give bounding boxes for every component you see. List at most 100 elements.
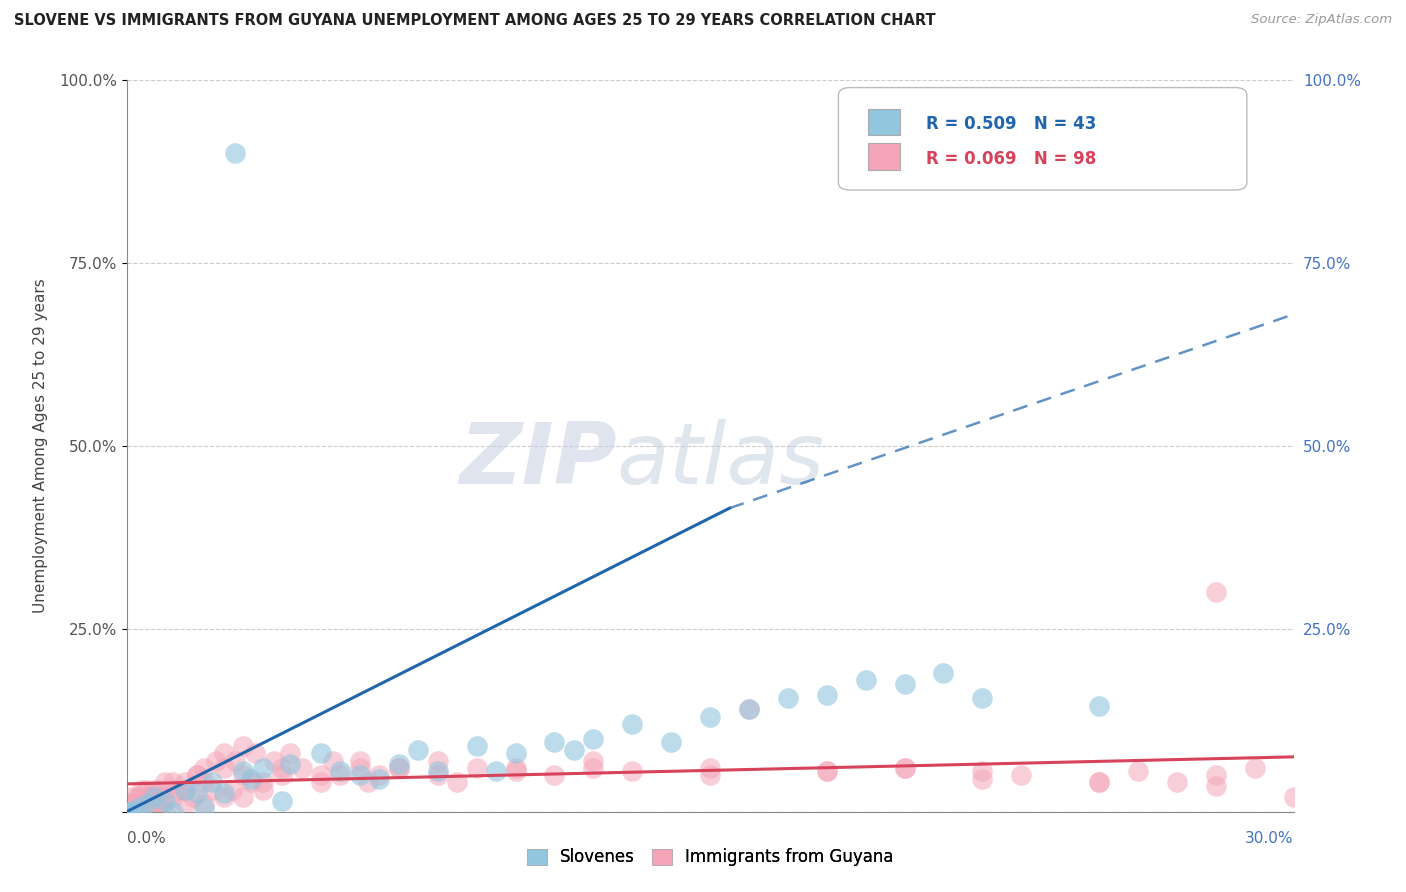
Point	[232, 790, 254, 805]
Point	[135, 805, 157, 819]
Point	[271, 794, 294, 808]
Point	[252, 761, 274, 775]
Point	[357, 775, 380, 789]
Point	[388, 757, 411, 772]
Point	[349, 768, 371, 782]
Point	[408, 742, 430, 756]
Point	[505, 761, 527, 775]
Point	[181, 790, 204, 805]
Point	[309, 775, 332, 789]
Point	[146, 790, 169, 805]
Point	[505, 764, 527, 779]
Point	[155, 794, 177, 808]
Point	[699, 768, 721, 782]
Text: 30.0%: 30.0%	[1246, 831, 1294, 846]
Text: SLOVENE VS IMMIGRANTS FROM GUYANA UNEMPLOYMENT AMONG AGES 25 TO 29 YEARS CORRELA: SLOVENE VS IMMIGRANTS FROM GUYANA UNEMPL…	[14, 13, 935, 29]
Point	[212, 761, 235, 775]
Point	[972, 764, 994, 779]
Point	[124, 805, 146, 819]
Point	[162, 805, 184, 819]
Y-axis label: Unemployment Among Ages 25 to 29 years: Unemployment Among Ages 25 to 29 years	[32, 278, 48, 614]
Point	[252, 782, 274, 797]
Point	[224, 754, 246, 768]
Point	[120, 790, 142, 805]
Point	[186, 787, 208, 801]
Point	[329, 768, 352, 782]
Point	[155, 775, 177, 789]
Point	[893, 761, 915, 775]
Point	[1088, 775, 1111, 789]
Point	[1282, 790, 1305, 805]
Point	[309, 768, 332, 782]
Point	[131, 797, 153, 812]
Point	[115, 805, 138, 819]
Point	[485, 764, 508, 779]
Point	[162, 790, 184, 805]
Text: Source: ZipAtlas.com: Source: ZipAtlas.com	[1251, 13, 1392, 27]
Point	[582, 731, 605, 746]
Point	[120, 805, 142, 819]
Point	[621, 764, 644, 779]
Point	[271, 761, 294, 775]
Point	[932, 665, 955, 680]
Point	[252, 775, 274, 789]
Point	[1088, 775, 1111, 789]
Legend: Slovenes, Immigrants from Guyana: Slovenes, Immigrants from Guyana	[520, 841, 900, 873]
Point	[349, 754, 371, 768]
Point	[1205, 585, 1227, 599]
Point	[193, 761, 215, 775]
Point	[139, 797, 162, 812]
Point	[224, 146, 246, 161]
Text: R = 0.069   N = 98: R = 0.069 N = 98	[927, 150, 1097, 168]
Point	[699, 709, 721, 723]
Point	[278, 746, 301, 760]
Point	[1205, 779, 1227, 793]
Point	[368, 772, 391, 786]
Point	[174, 797, 197, 812]
Point	[388, 761, 411, 775]
Point	[240, 772, 263, 786]
Point	[426, 764, 449, 779]
Point	[232, 764, 254, 779]
FancyBboxPatch shape	[868, 109, 900, 136]
Point	[146, 782, 169, 797]
Point	[776, 691, 799, 706]
Point	[142, 790, 165, 805]
Point	[205, 754, 228, 768]
Point	[426, 754, 449, 768]
Point	[142, 782, 165, 797]
Point	[142, 797, 165, 812]
Point	[131, 782, 153, 797]
Text: 0.0%: 0.0%	[127, 831, 166, 846]
Point	[135, 790, 157, 805]
Point	[201, 782, 224, 797]
Point	[135, 797, 157, 812]
Point	[232, 768, 254, 782]
Point	[212, 787, 235, 801]
Point	[465, 739, 488, 753]
Point	[1166, 775, 1188, 789]
Point	[322, 754, 344, 768]
Text: atlas: atlas	[617, 419, 825, 502]
Text: R = 0.509   N = 43: R = 0.509 N = 43	[927, 115, 1097, 133]
Point	[120, 797, 142, 812]
Point	[505, 746, 527, 760]
Point	[426, 768, 449, 782]
Point	[115, 797, 138, 812]
Point	[127, 801, 149, 815]
Point	[738, 702, 761, 716]
Point	[290, 761, 312, 775]
Point	[659, 735, 682, 749]
Point	[815, 764, 838, 779]
Text: ZIP: ZIP	[458, 419, 617, 502]
Point	[543, 735, 565, 749]
Point	[893, 761, 915, 775]
Point	[271, 768, 294, 782]
Point	[139, 790, 162, 805]
Point	[193, 801, 215, 815]
Point	[201, 775, 224, 789]
Point	[131, 797, 153, 812]
Point	[1205, 768, 1227, 782]
Point	[142, 805, 165, 819]
Point	[186, 768, 208, 782]
